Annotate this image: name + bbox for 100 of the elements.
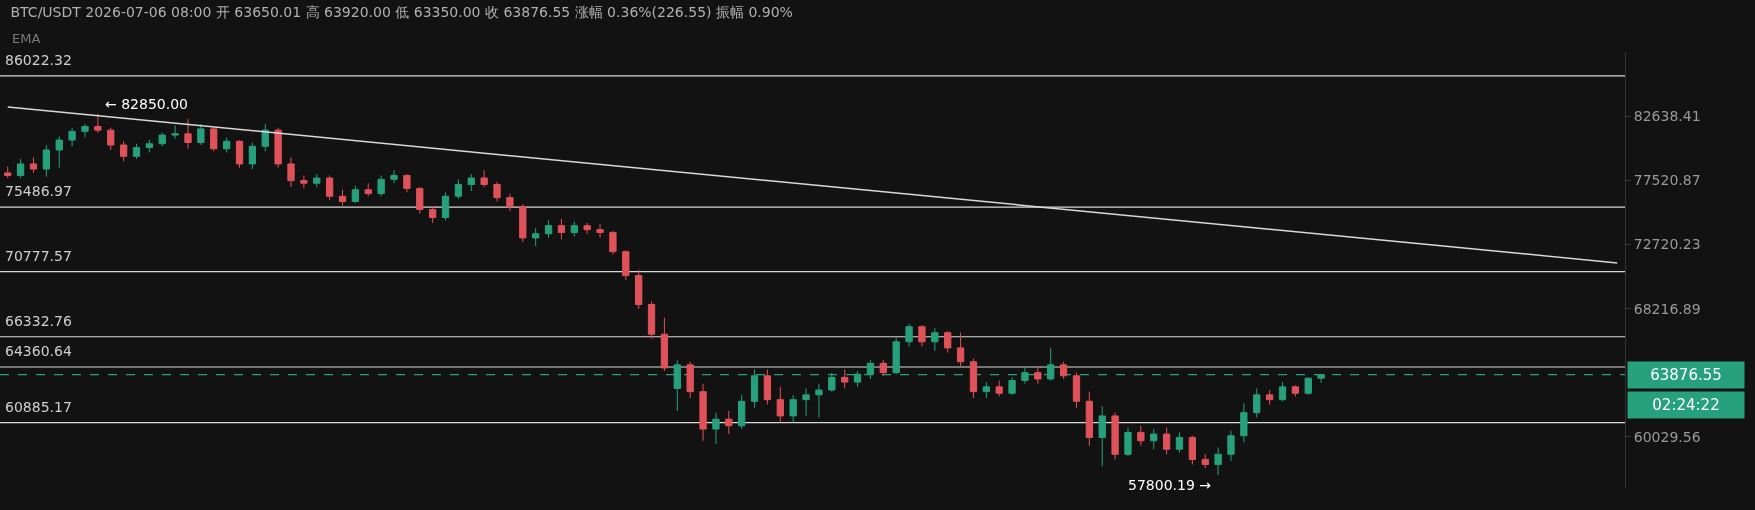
ref-line-label: 75486.97 [5, 183, 72, 199]
candlestick [841, 369, 849, 389]
candlestick [622, 249, 630, 281]
candlestick [68, 127, 76, 147]
candlestick [609, 230, 617, 255]
candlestick [4, 165, 12, 179]
candlestick [738, 394, 746, 430]
candlestick [454, 178, 463, 200]
candlestick [300, 174, 308, 189]
candlestick [1175, 431, 1184, 454]
candlestick [596, 223, 604, 239]
candlestick [145, 139, 154, 154]
candlestick [313, 173, 321, 188]
candlestick [570, 221, 578, 238]
ref-line-label: 63876.55 [1650, 366, 1722, 384]
candlestick [158, 132, 166, 147]
candlestick [789, 394, 797, 423]
candlestick [557, 218, 566, 240]
candlestick [969, 358, 978, 399]
candlestick [995, 380, 1003, 397]
candlestick [248, 142, 257, 170]
ref-line-label: 86022.32 [5, 52, 72, 68]
candlestick [686, 361, 694, 399]
candlestick [1124, 426, 1132, 457]
candlestick [982, 381, 990, 399]
annotation: ← 82850.00 [105, 96, 188, 112]
candlestick [261, 123, 269, 152]
candlestick [325, 174, 334, 201]
candlestick [377, 174, 385, 197]
candlestick [699, 383, 707, 442]
candlestick [107, 127, 115, 151]
candlestick [725, 410, 733, 435]
candlestick [532, 227, 540, 247]
candlestick [506, 193, 514, 212]
candlestick [802, 387, 810, 417]
candlestick [544, 219, 553, 239]
candlestick [1240, 402, 1248, 443]
candlestick [1304, 376, 1312, 396]
candlestick [480, 169, 488, 188]
y-tick-label: 82638.41 [1633, 108, 1701, 125]
candlestick [428, 206, 437, 224]
annotation: 57800.19 → [1128, 477, 1212, 493]
candlestick [583, 222, 591, 235]
y-tick-label: 72720.23 [1633, 236, 1701, 253]
candlestick [351, 185, 360, 204]
ref-line-label: 70777.57 [5, 248, 72, 264]
candlestick [1008, 376, 1016, 396]
candlestick [712, 412, 720, 445]
candlestick [1085, 391, 1093, 447]
candlestick [287, 157, 295, 188]
candlestick [210, 125, 218, 152]
candlestick [1278, 381, 1287, 402]
candlestick [467, 173, 475, 192]
candlestick [55, 135, 63, 169]
candlestick [1098, 405, 1106, 467]
candlestick [1265, 389, 1274, 406]
candlestick [29, 157, 38, 174]
candlestick [338, 189, 347, 207]
ref-line-label: 64360.64 [5, 343, 72, 359]
candlestick [132, 143, 141, 160]
candlestick [879, 359, 887, 377]
candlestick [815, 383, 823, 419]
candlestick [16, 158, 25, 179]
candlestick [931, 327, 939, 352]
text: 02:24:22 [1652, 396, 1720, 414]
candlestick [1162, 426, 1171, 455]
candlestick [1111, 412, 1119, 460]
candlestick [94, 113, 102, 134]
candlestick [1034, 365, 1042, 385]
ref-line-label: 66332.76 [5, 313, 72, 329]
candlestick [519, 203, 527, 243]
candlestick [493, 181, 501, 203]
candlestick [42, 144, 51, 178]
candlestick [776, 386, 784, 423]
candlestick [235, 139, 244, 169]
y-tick-label: 77520.87 [1633, 172, 1701, 189]
candlestick [956, 332, 965, 367]
candlestick [1188, 435, 1197, 466]
candlestick [1059, 361, 1068, 380]
candlestick [184, 118, 192, 150]
candlestick [1201, 453, 1209, 469]
chart-title: BTC/USDT 2026-07-06 08:00 开 63650.01 高 63920.00 低 63350.00 收 63876.55 涨幅 0.36%(226.55) 振幅 0.90% [10, 4, 793, 21]
candlestick [364, 182, 372, 197]
candlestick [1137, 425, 1145, 447]
candlestick [1072, 372, 1081, 409]
candlestick [905, 323, 913, 347]
candlestick [892, 336, 900, 375]
candlestick [660, 317, 669, 372]
chart-subtitle: EMA [12, 31, 41, 46]
candlestick [647, 301, 656, 340]
candlestick [197, 123, 205, 146]
candlestick [1214, 447, 1222, 476]
candlestick [1227, 430, 1235, 462]
candlestick [274, 127, 282, 169]
y-tick-label: 60029.56 [1633, 428, 1701, 445]
candlestick [222, 137, 231, 154]
candlestick [416, 186, 424, 215]
candlestick [81, 123, 89, 139]
candlestick [171, 124, 179, 140]
ref-line-label: 60885.17 [5, 399, 72, 415]
